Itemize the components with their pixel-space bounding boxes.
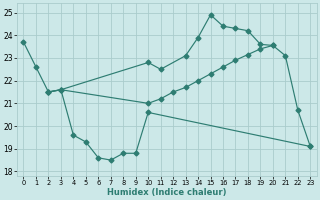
X-axis label: Humidex (Indice chaleur): Humidex (Indice chaleur) (107, 188, 227, 197)
